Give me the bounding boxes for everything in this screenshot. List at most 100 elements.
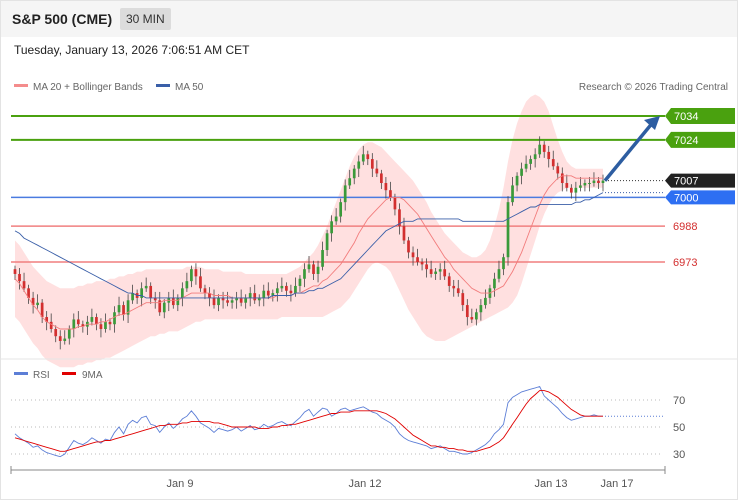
candle: [113, 312, 116, 325]
candle: [266, 290, 270, 296]
candle: [176, 297, 180, 306]
header-bar: S&P 500 (CME) 30 MIN: [1, 1, 737, 37]
candle: [185, 281, 189, 289]
candle: [226, 300, 229, 303]
instrument-title: S&P 500 (CME): [12, 11, 113, 27]
candle: [560, 173, 564, 184]
interval-button[interactable]: 30 MIN: [120, 8, 171, 30]
candle: [375, 168, 379, 174]
candle: [452, 285, 456, 289]
ma9-legend-swatch: [62, 372, 76, 375]
candle: [149, 285, 153, 298]
candle: [411, 252, 415, 258]
resistance-tag-7034: [665, 108, 735, 124]
bb-legend-label: MA 20 + Bollinger Bands: [33, 82, 143, 93]
level-labels: 7034 7024 7007 7000 6988 6973: [665, 108, 735, 269]
candle: [221, 297, 225, 301]
last-price-tag: [665, 173, 735, 188]
candle: [153, 297, 157, 301]
candle: [257, 297, 261, 301]
candle: [506, 202, 510, 258]
candle: [325, 233, 329, 251]
candle: [597, 180, 600, 184]
rsi-legend-swatch: [14, 372, 28, 375]
candles: [13, 136, 605, 350]
candle: [511, 185, 514, 203]
candle: [54, 329, 58, 337]
candle: [583, 183, 587, 186]
level-lines: [11, 115, 665, 263]
copyright: Research © 2026 Trading Central: [579, 82, 728, 93]
candle: [474, 312, 478, 320]
candle: [271, 293, 275, 296]
candle: [384, 183, 388, 191]
candle: [443, 269, 447, 277]
candle: [122, 305, 125, 315]
candle: [18, 273, 21, 282]
forecast-arrow: [603, 119, 656, 182]
candle: [31, 297, 35, 306]
candle: [456, 288, 460, 294]
candle: [529, 159, 532, 164]
candle: [574, 187, 578, 193]
candle: [285, 285, 288, 291]
candle: [334, 216, 338, 222]
candle: [194, 269, 198, 277]
pivot-tag: [665, 190, 735, 205]
candle: [40, 302, 44, 318]
candle: [230, 300, 234, 303]
candle: [502, 257, 505, 270]
candle: [393, 197, 397, 210]
candle: [588, 183, 591, 185]
candle: [248, 293, 252, 298]
ma20-line: [14, 175, 603, 330]
candle: [162, 302, 166, 313]
candle: [479, 305, 483, 313]
candle: [45, 317, 49, 322]
time-tick-label: Jan 12: [348, 478, 381, 490]
candle: [565, 183, 569, 188]
candle: [461, 293, 465, 306]
candle: [470, 317, 474, 320]
candle: [316, 266, 320, 274]
candle: [515, 175, 519, 186]
candle: [493, 278, 496, 289]
rsi-pane: 70 50 30: [11, 385, 685, 461]
resistance-tag-7024: [665, 131, 735, 148]
candle: [601, 180, 605, 184]
candle: [140, 288, 144, 298]
ma9-legend-label: 9MA: [82, 370, 103, 381]
candle: [339, 202, 343, 217]
candle: [357, 161, 361, 169]
candle: [67, 329, 71, 339]
last-price-label: 7007: [674, 176, 698, 188]
candle: [370, 159, 374, 169]
candle: [104, 321, 107, 330]
candle: [497, 269, 501, 279]
candle: [199, 276, 202, 289]
candle: [117, 305, 121, 313]
candle: [289, 290, 293, 294]
candle: [280, 285, 284, 289]
candle: [90, 317, 94, 322]
candle: [416, 257, 419, 262]
resistance-label-7034: 7034: [674, 111, 698, 123]
candle: [380, 173, 383, 184]
candle: [330, 221, 333, 234]
candle: [212, 297, 216, 306]
candle: [208, 293, 211, 298]
rsi-tick-label: 70: [673, 395, 685, 407]
time-tick-label: Jan 13: [534, 478, 567, 490]
candle: [13, 269, 17, 274]
candle: [239, 297, 243, 303]
candle: [275, 288, 279, 294]
candle: [321, 250, 324, 267]
candle: [389, 190, 392, 198]
candle: [81, 324, 85, 327]
candle: [425, 264, 428, 270]
candle: [307, 264, 311, 270]
candle: [144, 285, 148, 289]
candle: [262, 290, 266, 298]
candle: [352, 168, 356, 179]
